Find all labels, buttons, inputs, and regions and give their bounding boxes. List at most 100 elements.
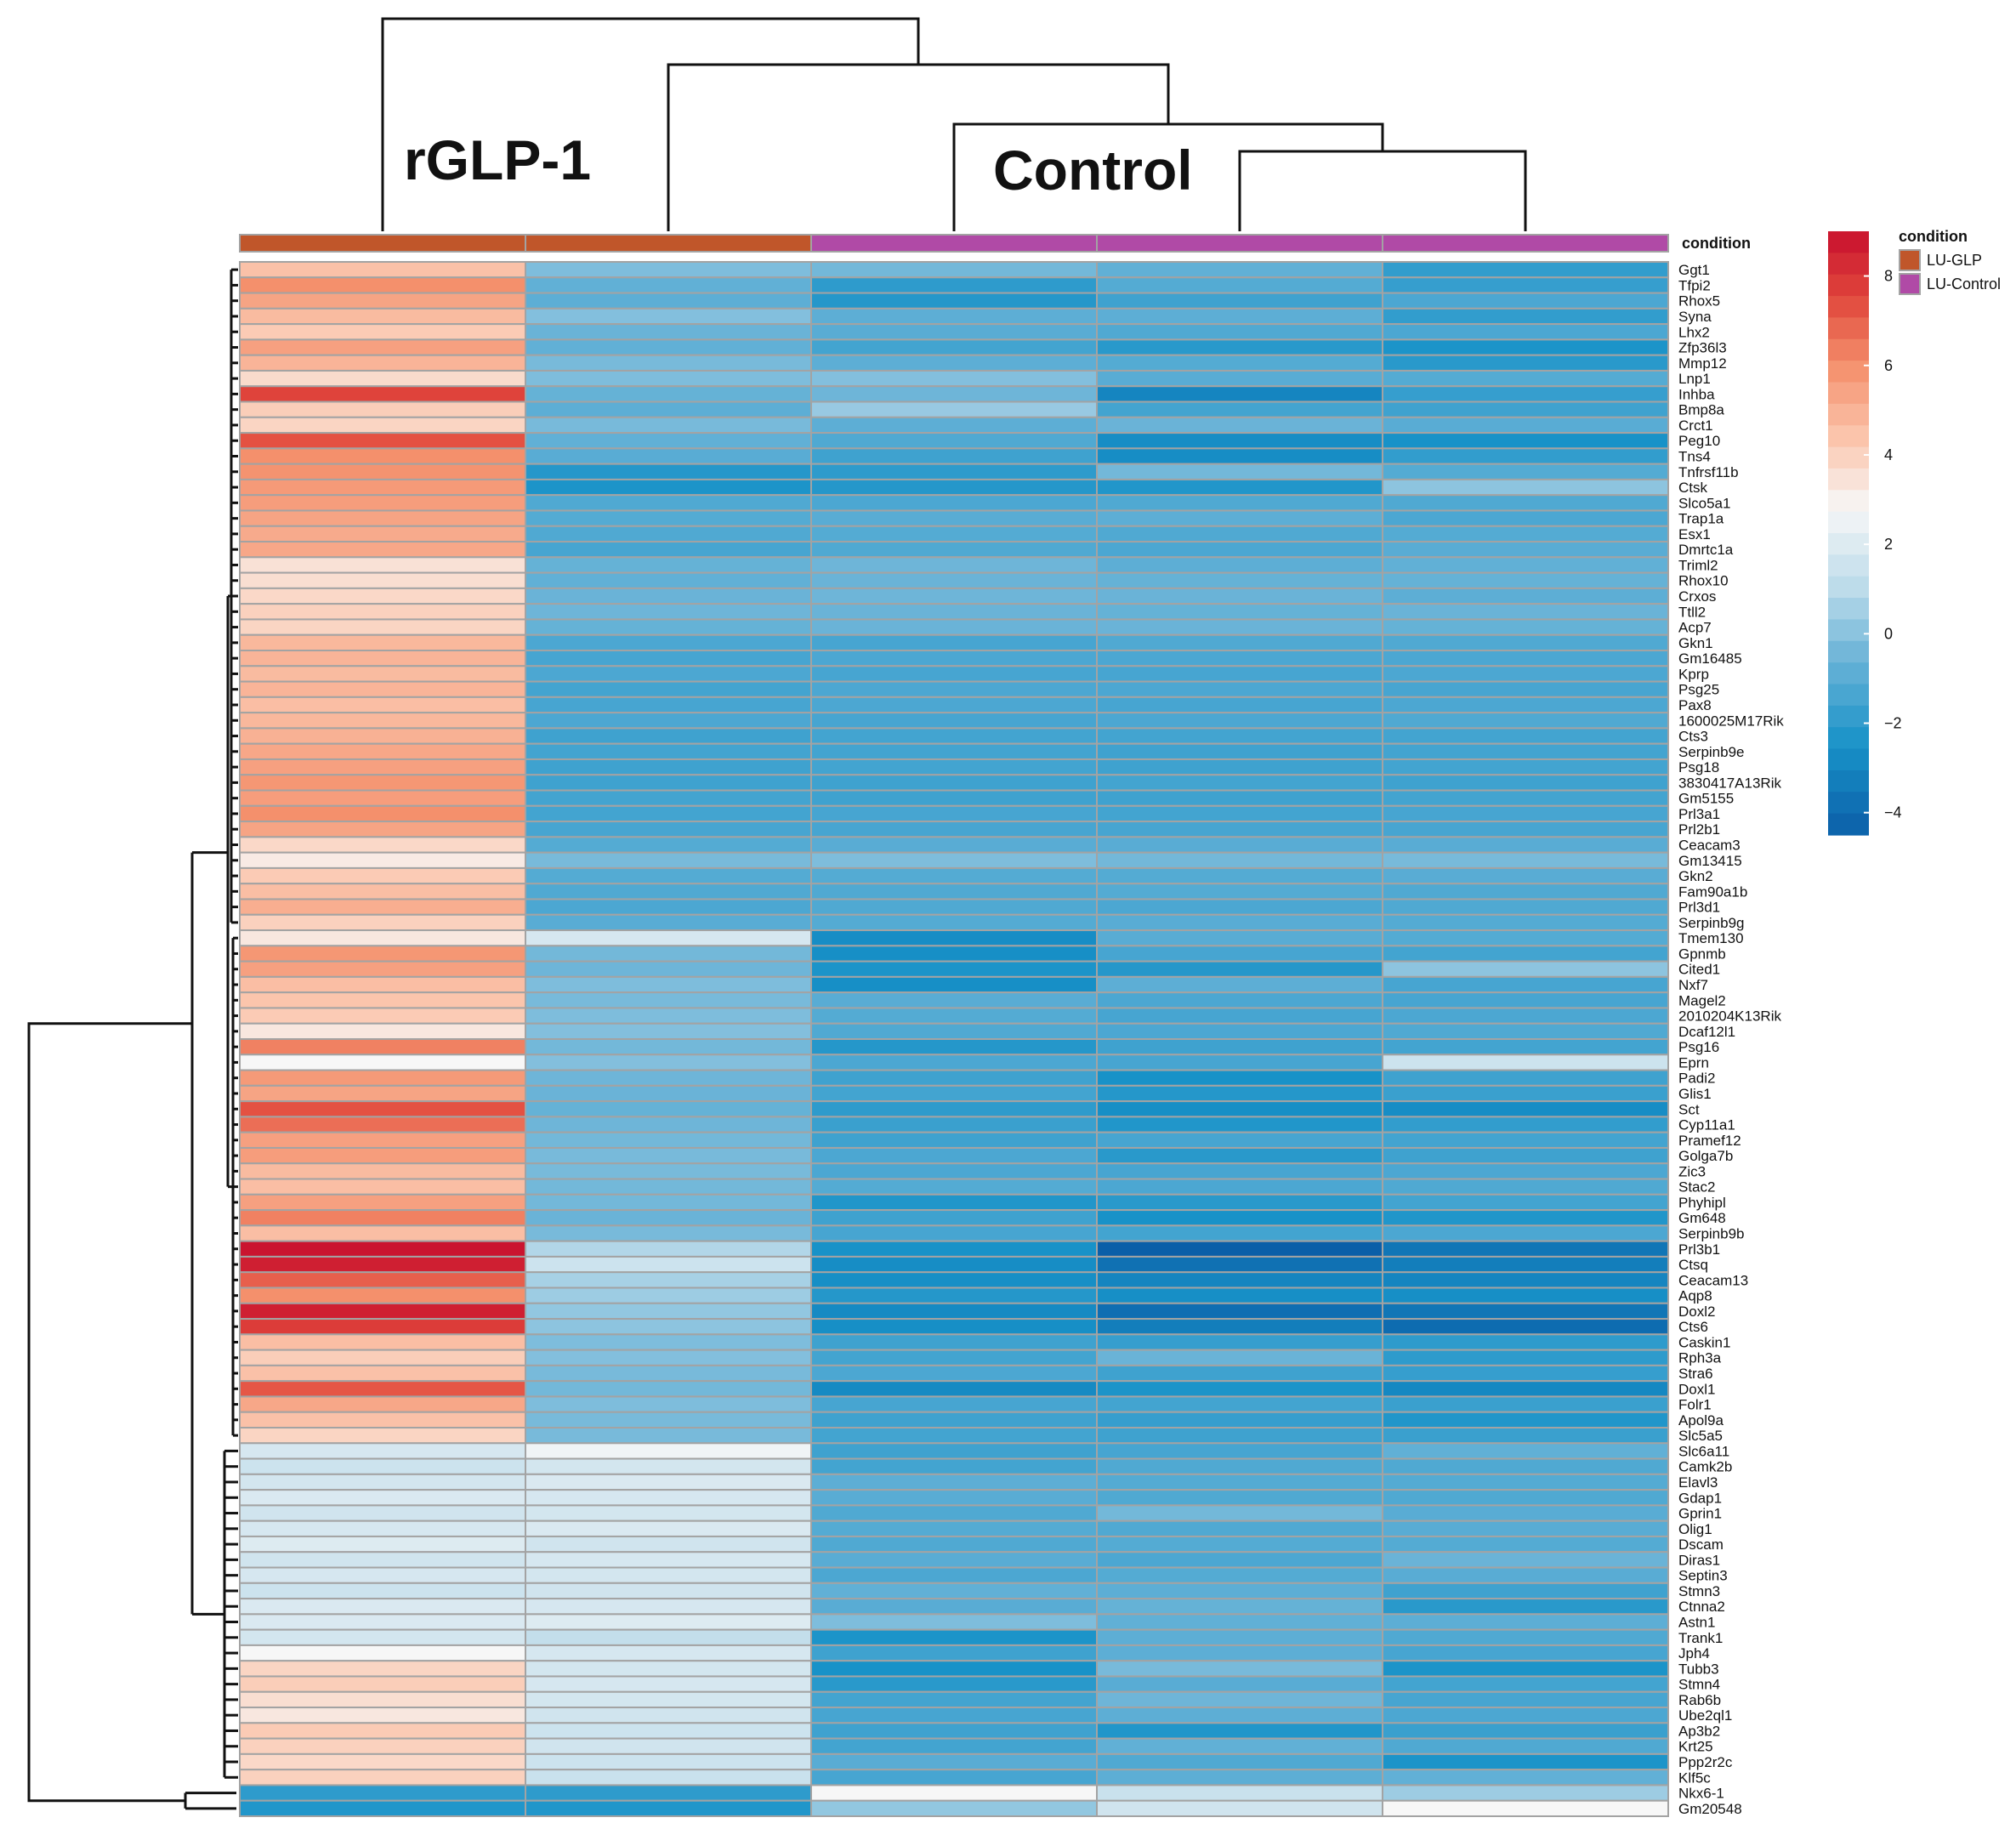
- heatmap-cell: [810, 821, 1098, 838]
- heatmap-cell: [1382, 1255, 1669, 1274]
- heatmap-cell: [1096, 1116, 1383, 1133]
- heatmap-cell: [525, 680, 812, 698]
- heatmap-cell: [525, 1582, 812, 1600]
- heatmap-cell: [239, 385, 526, 403]
- heatmap-cell: [810, 618, 1098, 636]
- heatmap-cell: [810, 1690, 1098, 1709]
- heatmap-cell: [1382, 369, 1669, 388]
- heatmap-cell: [525, 991, 812, 1009]
- gene-label: Ctnna2: [1678, 1599, 1725, 1615]
- heatmap-cell: [810, 1054, 1098, 1071]
- gene-label: Ap3b2: [1678, 1723, 1720, 1739]
- heatmap-cell: [1096, 1473, 1383, 1491]
- heatmap-cell: [810, 400, 1098, 418]
- heatmap-cell: [1382, 836, 1669, 854]
- heatmap-cell: [1382, 804, 1669, 823]
- heatmap-cell: [1382, 1551, 1669, 1569]
- heatmap-cell: [1096, 556, 1383, 574]
- heatmap-cell: [525, 712, 812, 730]
- gene-label: Ceacam13: [1678, 1272, 1748, 1288]
- heatmap-cell: [239, 1411, 526, 1429]
- heatmap-cell: [1096, 1100, 1383, 1118]
- heatmap-cell: [1096, 509, 1383, 527]
- heatmap-cell: [239, 712, 526, 730]
- heatmap-cell: [239, 292, 526, 310]
- heatmap-cell: [810, 742, 1098, 760]
- gene-label: 3830417A13Rik: [1678, 775, 1781, 791]
- heatmap-cell: [1382, 1209, 1669, 1227]
- heatmap-cell: [1382, 1566, 1669, 1584]
- gene-label: Triml2: [1678, 557, 1718, 573]
- gene-label: Cyp11a1: [1678, 1117, 1735, 1133]
- heatmap-cell: [525, 478, 812, 497]
- heatmap-cell: [1382, 1364, 1669, 1383]
- heatmap-cell: [810, 1737, 1098, 1755]
- heatmap-cell: [1382, 261, 1669, 279]
- heatmap-cell: [239, 307, 526, 326]
- annotation-cell: [810, 234, 1098, 253]
- gene-label: Gm13415: [1678, 853, 1742, 869]
- gene-labels: Ggt1Tfpi2Rhox5SynaLhx2Zfp36l3Mmp12Lnp1In…: [1678, 262, 1784, 1817]
- heatmap-cell: [810, 898, 1098, 916]
- colorbar-segment: [1828, 684, 1869, 707]
- heatmap-cell: [1382, 1442, 1669, 1460]
- heatmap-cell: [239, 354, 526, 372]
- heatmap-cell: [810, 1489, 1098, 1507]
- heatmap-cell: [239, 1799, 526, 1817]
- heatmap-cell: [239, 447, 526, 465]
- heatmap-cell: [525, 1769, 812, 1786]
- colorbar-segment: [1828, 554, 1869, 577]
- heatmap-cell: [525, 276, 812, 294]
- heatmap-cell: [239, 1116, 526, 1133]
- heatmap-cell: [810, 991, 1098, 1009]
- heatmap-cell: [525, 836, 812, 854]
- gene-label: Nkx6-1: [1678, 1786, 1724, 1802]
- heatmap-cell: [810, 323, 1098, 341]
- heatmap-cell: [810, 292, 1098, 310]
- colorbar-segment: [1828, 727, 1869, 750]
- gene-label: Tubb3: [1678, 1661, 1719, 1677]
- heatmap-cell: [810, 975, 1098, 994]
- heatmap-cell: [1096, 821, 1383, 838]
- colorbar-segment: [1828, 403, 1869, 426]
- gene-label: Tns4: [1678, 449, 1711, 465]
- heatmap-cell: [1382, 960, 1669, 978]
- heatmap-cell: [1382, 1333, 1669, 1351]
- heatmap-cell: [1382, 1162, 1669, 1180]
- heatmap-cell: [525, 774, 812, 792]
- heatmap-cell: [525, 821, 812, 838]
- heatmap-cell: [239, 400, 526, 418]
- heatmap-cell: [810, 1442, 1098, 1460]
- heatmap-cell: [1096, 1644, 1383, 1662]
- heatmap-cell: [239, 1193, 526, 1212]
- heatmap-cell: [1382, 1287, 1669, 1304]
- heatmap-cell: [1096, 1209, 1383, 1227]
- heatmap-cell: [525, 1116, 812, 1133]
- gene-label: Eprn: [1678, 1054, 1709, 1071]
- heatmap-cell: [239, 929, 526, 947]
- heatmap-cell: [1382, 1489, 1669, 1507]
- heatmap-cell: [1096, 1660, 1383, 1678]
- color-scale-legend: −4 −2 0 2 4 6 8: [1828, 231, 1902, 836]
- heatmap-cell: [239, 1613, 526, 1631]
- heatmap-cell: [525, 463, 812, 480]
- heatmap-cell: [1382, 1613, 1669, 1631]
- heatmap-cell: [810, 1224, 1098, 1242]
- heatmap-cell: [239, 1535, 526, 1553]
- heatmap-cell: [810, 1752, 1098, 1771]
- heatmap-cell: [810, 1364, 1098, 1383]
- gene-label: Golga7b: [1678, 1148, 1733, 1164]
- heatmap-cell: [1382, 774, 1669, 792]
- heatmap-cell: [810, 1769, 1098, 1786]
- heatmap-cell: [525, 633, 812, 651]
- colorbar-segment: [1828, 317, 1869, 340]
- heatmap-cell: [810, 1380, 1098, 1398]
- heatmap-cell: [1096, 1022, 1383, 1040]
- heatmap-cell: [239, 1271, 526, 1289]
- heatmap-cell: [810, 276, 1098, 294]
- gene-label: Peg10: [1678, 433, 1720, 449]
- heatmap-cell: [810, 1084, 1098, 1103]
- heatmap-cell: [525, 866, 812, 885]
- heatmap-cell: [525, 1318, 812, 1336]
- heatmap-cell: [1382, 1131, 1669, 1149]
